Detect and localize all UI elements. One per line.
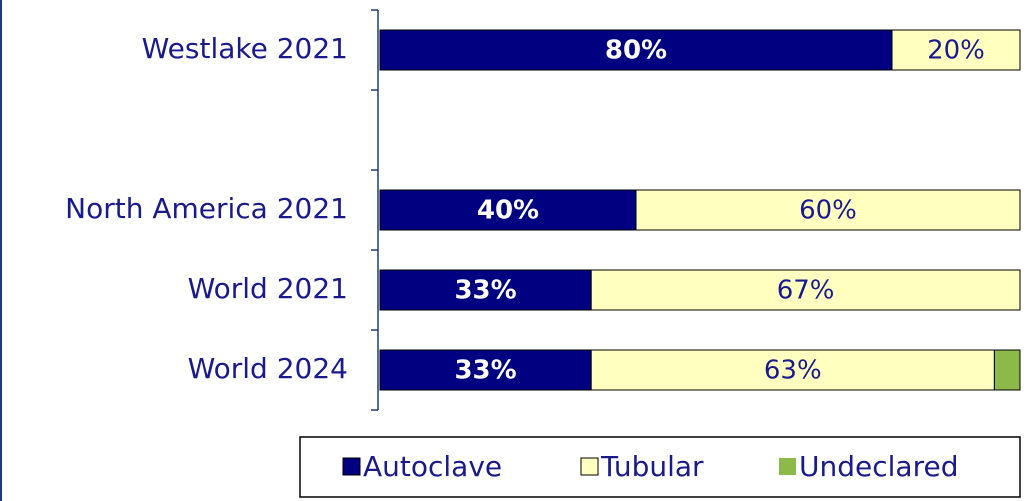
bar-segment [379,29,893,71]
category-label: Westlake 2021 [142,32,348,65]
legend-label: Autoclave [363,450,502,483]
bar-segment [590,269,1021,311]
legend-label: Undeclared [799,450,958,483]
data-label: 33% [454,276,516,306]
bar-segment [379,349,592,391]
legend-box [299,436,1021,498]
category-label: World 2024 [188,352,348,385]
bar-segment [635,189,1021,231]
legend-swatch [580,457,599,476]
bar-segment [590,349,995,391]
data-label: 80% [605,36,667,66]
data-label: 20% [927,36,985,66]
bar-segment [993,349,1021,391]
legend-swatch [342,457,361,476]
legend-label: Tubular [600,450,704,483]
data-label: 33% [454,356,516,386]
legend-swatch [779,458,796,475]
category-label: World 2021 [188,272,348,305]
bar-segment [891,29,1021,71]
data-label: 60% [799,196,857,226]
category-label: North America 2021 [65,192,348,225]
data-label: 67% [777,276,835,306]
data-label: 40% [477,196,539,226]
data-label: 63% [764,356,822,386]
